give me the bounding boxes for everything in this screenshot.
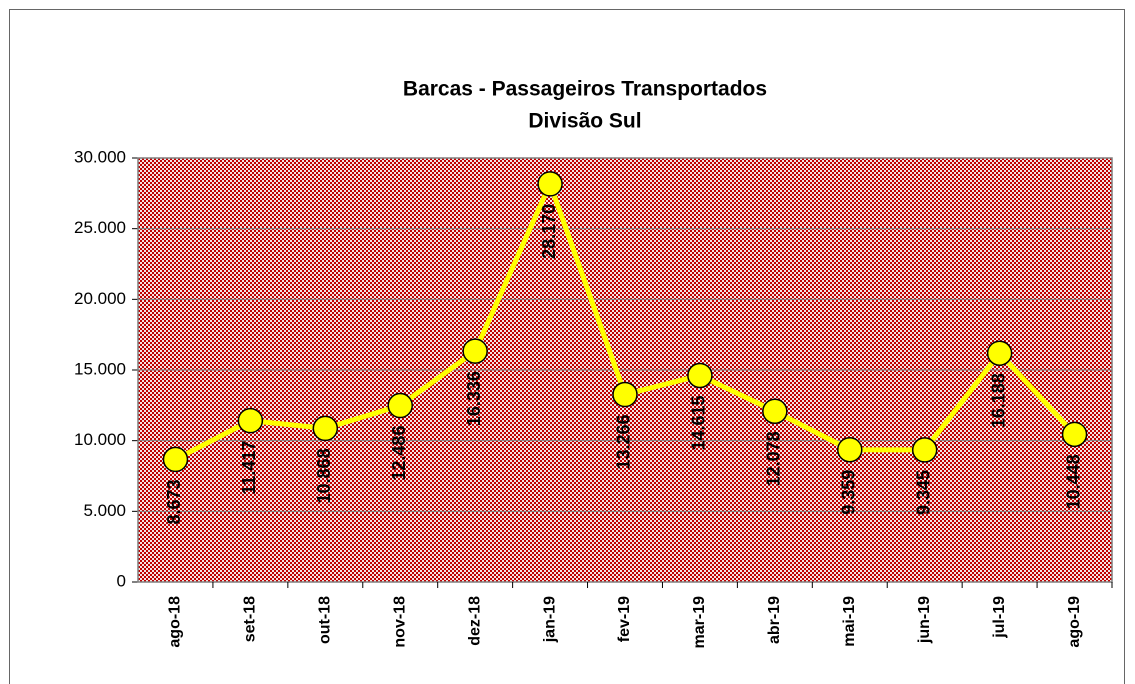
- x-tick-label: mar-19: [691, 596, 708, 649]
- x-tick-label: mai-19: [841, 596, 858, 647]
- y-tick-label: 15.000: [74, 359, 126, 378]
- data-label: 11.417: [239, 441, 259, 495]
- data-label: 14.615: [689, 395, 709, 450]
- marker: [312, 415, 339, 442]
- marker: [162, 446, 189, 473]
- chart-subtitle: Divisão Sul: [528, 110, 641, 133]
- marker: [537, 171, 563, 197]
- data-label: 9.345: [913, 470, 933, 515]
- x-tick-label: fev-19: [616, 596, 633, 642]
- x-tick-label: jan-19: [541, 596, 558, 643]
- y-tick-label: 5.000: [83, 501, 126, 520]
- y-tick-label: 0: [117, 571, 126, 590]
- marker: [837, 436, 863, 463]
- x-tick-label: jun-19: [916, 596, 933, 644]
- data-label: 13.266: [614, 415, 634, 470]
- x-tick-label: set-18: [242, 596, 259, 642]
- marker: [986, 340, 1013, 366]
- y-tick-label: 10.000: [74, 430, 126, 449]
- chart-border: [9, 9, 1125, 684]
- data-label: 12.078: [764, 431, 784, 486]
- x-tick-label: jul-19: [991, 596, 1008, 639]
- chart-title: Barcas - Passageiros Transportados: [403, 78, 767, 101]
- marker: [762, 398, 788, 425]
- data-label: 10.448: [1063, 454, 1083, 509]
- plot-border: [137, 157, 1113, 583]
- data-label: 9.359: [839, 470, 859, 515]
- x-tick-label: ago-19: [1066, 596, 1083, 648]
- marker: [387, 392, 413, 419]
- marker: [911, 437, 938, 463]
- x-tick-label: out-18: [317, 596, 334, 644]
- y-tick-label: 25.000: [74, 218, 126, 237]
- marker: [462, 338, 488, 364]
- data-label: 16.188: [988, 373, 1008, 428]
- x-tick-label: dez-18: [466, 596, 483, 646]
- data-label: 10.868: [314, 448, 334, 503]
- x-tick-label: ago-18: [167, 596, 184, 648]
- data-label: 8.673: [164, 479, 184, 524]
- marker: [1061, 421, 1088, 448]
- x-tick-label: abr-19: [766, 596, 783, 644]
- y-tick-label: 30.000: [74, 147, 126, 166]
- data-label: 12.486: [389, 426, 409, 481]
- x-tick-label: nov-18: [391, 596, 408, 648]
- y-tick-label: 20.000: [74, 289, 126, 308]
- data-label: 28.170: [539, 204, 559, 259]
- marker: [687, 362, 713, 389]
- marker: [612, 381, 638, 408]
- marker: [237, 407, 264, 434]
- data-label: 16.336: [464, 371, 484, 426]
